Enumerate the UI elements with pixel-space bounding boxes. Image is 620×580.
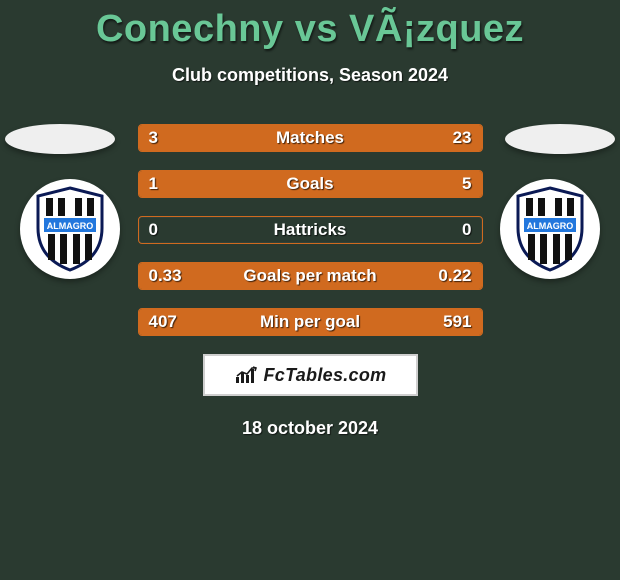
player1-badge: ALMAGRO [20, 179, 120, 279]
comparison-stage: ALMAGRO ALMAGRO 323Matches15Goals00Hatt [0, 124, 620, 439]
stat-row: 00Hattricks [138, 216, 483, 244]
player1-name: Conechny [96, 8, 284, 50]
stat-row: 323Matches [138, 124, 483, 152]
comparison-title: Conechny vs VÃ¡zquez [0, 0, 620, 51]
brand-box: FcTables.com [203, 354, 418, 396]
date-label: 18 october 2024 [0, 418, 620, 439]
svg-text:ALMAGRO: ALMAGRO [527, 221, 574, 231]
stat-row: 0.330.22Goals per match [138, 262, 483, 290]
stat-label: Goals [139, 171, 482, 197]
player2-name: VÃ¡zquez [349, 8, 524, 50]
stat-rows: 323Matches 15Goals 00Hattricks 0.330.22Goal… [138, 124, 483, 336]
chart-icon [234, 365, 258, 385]
stat-label: Goals per match [139, 263, 482, 289]
player1-pad [5, 124, 115, 154]
stat-label: Min per goal [139, 309, 482, 335]
player2-badge: ALMAGRO [500, 179, 600, 279]
stat-label: Matches [139, 125, 482, 151]
player2-pad [505, 124, 615, 154]
stat-label: Hattricks [139, 217, 482, 243]
vs-label: vs [295, 8, 338, 50]
svg-text:ALMAGRO: ALMAGRO [47, 221, 94, 231]
stat-row: 407591Min per goal [138, 308, 483, 336]
subtitle: Club competitions, Season 2024 [0, 65, 620, 86]
stat-row: 15Goals [138, 170, 483, 198]
brand-text: FcTables.com [264, 365, 387, 386]
